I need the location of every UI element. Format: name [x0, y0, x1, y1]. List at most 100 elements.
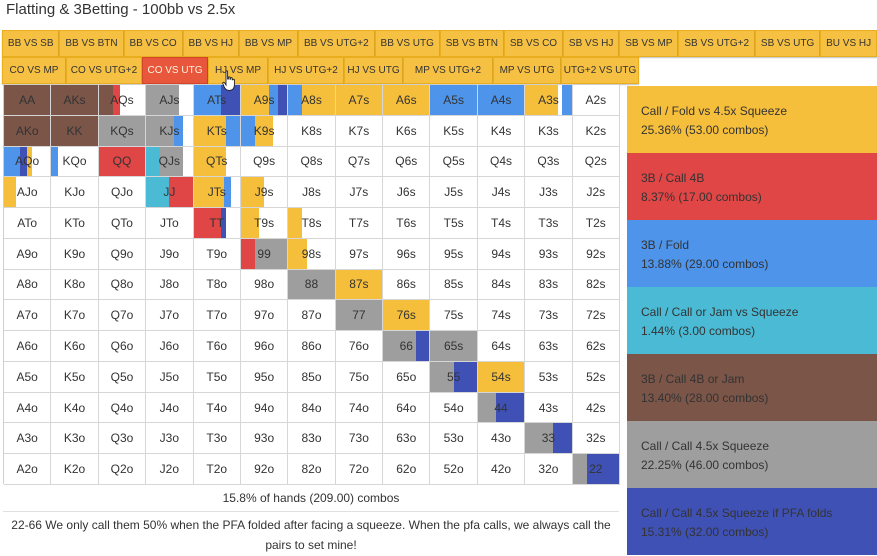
hand-cell-32s[interactable]: 32s	[572, 423, 620, 455]
tab-hj-vs-mp[interactable]: HJ VS MP	[208, 57, 268, 84]
hand-cell-74o[interactable]: 74o	[335, 392, 384, 424]
tab-hj-vs-utg[interactable]: HJ VS UTG	[344, 57, 403, 84]
hand-cell-qjs[interactable]: QJs	[146, 146, 194, 178]
hand-cell-j9o[interactable]: J9o	[146, 238, 194, 270]
hand-cell-j7o[interactable]: J7o	[146, 300, 194, 332]
hand-cell-63o[interactable]: 63o	[383, 423, 431, 455]
hand-cell-ajs[interactable]: AJs	[146, 85, 194, 116]
hand-cell-t2o[interactable]: T2o	[193, 454, 241, 485]
hand-cell-74s[interactable]: 74s	[477, 300, 526, 332]
hand-cell-k6o[interactable]: K6o	[51, 331, 99, 362]
hand-cell-t5o[interactable]: T5o	[193, 361, 241, 393]
tab-sb-vs-utg[interactable]: SB VS UTG	[755, 30, 821, 57]
hand-cell-k5o[interactable]: K5o	[51, 361, 99, 393]
hand-cell-tt[interactable]: TT	[193, 208, 241, 239]
hand-cell-42o[interactable]: 42o	[477, 454, 526, 485]
hand-cell-53s[interactable]: 53s	[525, 361, 573, 393]
hand-cell-aqo[interactable]: AQo	[4, 146, 52, 178]
hand-cell-a5o[interactable]: A5o	[4, 361, 52, 393]
hand-cell-83o[interactable]: 83o	[288, 423, 336, 455]
hand-cell-q7o[interactable]: Q7o	[98, 300, 147, 332]
hand-cell-87o[interactable]: 87o	[288, 300, 336, 332]
tab-co-vs-utg[interactable]: CO VS UTG	[142, 57, 208, 84]
hand-cell-94s[interactable]: 94s	[477, 238, 526, 270]
hand-cell-65s[interactable]: 65s	[430, 331, 478, 362]
hand-cell-73o[interactable]: 73o	[335, 423, 384, 455]
hand-cell-63s[interactable]: 63s	[525, 331, 573, 362]
hand-cell-96o[interactable]: 96o	[240, 331, 289, 362]
tab-utgplus2-vs-utg[interactable]: UTG+2 VS UTG	[561, 57, 639, 84]
hand-cell-97s[interactable]: 97s	[335, 238, 384, 270]
hand-cell-82s[interactable]: 82s	[572, 269, 620, 301]
hand-cell-94o[interactable]: 94o	[240, 392, 289, 424]
hand-cell-qjo[interactable]: QJo	[98, 177, 147, 209]
hand-cell-k7s[interactable]: K7s	[335, 115, 384, 147]
hand-cell-q3s[interactable]: Q3s	[525, 146, 573, 178]
tab-sb-vs-btn[interactable]: SB VS BTN	[439, 30, 504, 57]
hand-cell-92o[interactable]: 92o	[240, 454, 289, 485]
tab-bb-vs-co[interactable]: BB VS CO	[123, 30, 183, 57]
hand-cell-jj[interactable]: JJ	[146, 177, 194, 209]
hand-cell-t4o[interactable]: T4o	[193, 392, 241, 424]
tab-hj-vs-utgplus2[interactable]: HJ VS UTG+2	[268, 57, 344, 84]
hand-cell-82o[interactable]: 82o	[288, 454, 336, 485]
tab-bu-vs-hj[interactable]: BU VS HJ	[820, 30, 877, 57]
hand-cell-q3o[interactable]: Q3o	[98, 423, 147, 455]
hand-cell-95o[interactable]: 95o	[240, 361, 289, 393]
hand-cell-t4s[interactable]: T4s	[477, 208, 526, 239]
hand-cell-84s[interactable]: 84s	[477, 269, 526, 301]
hand-cell-t9s[interactable]: T9s	[240, 208, 289, 239]
hand-cell-98s[interactable]: 98s	[288, 238, 336, 270]
hand-cell-q2o[interactable]: Q2o	[98, 454, 147, 485]
hand-cell-ats[interactable]: ATs	[193, 85, 241, 116]
hand-cell-kjs[interactable]: KJs	[146, 115, 194, 147]
hand-cell-t9o[interactable]: T9o	[193, 238, 241, 270]
hand-cell-t2s[interactable]: T2s	[572, 208, 620, 239]
hand-cell-qq[interactable]: QQ	[98, 146, 147, 178]
hand-cell-a6o[interactable]: A6o	[4, 331, 52, 362]
hand-cell-t5s[interactable]: T5s	[430, 208, 478, 239]
hand-cell-a4s[interactable]: A4s	[477, 85, 526, 116]
hand-cell-a6s[interactable]: A6s	[383, 85, 431, 116]
hand-cell-j8o[interactable]: J8o	[146, 269, 194, 301]
hand-cell-kk[interactable]: KK	[51, 115, 99, 147]
hand-cell-83s[interactable]: 83s	[525, 269, 573, 301]
hand-cell-53o[interactable]: 53o	[430, 423, 478, 455]
hand-cell-k8o[interactable]: K8o	[51, 269, 99, 301]
hand-cell-t8s[interactable]: T8s	[288, 208, 336, 239]
tab-sb-vs-hj[interactable]: SB VS HJ	[563, 30, 620, 57]
hand-cell-32o[interactable]: 32o	[525, 454, 573, 485]
hand-cell-62o[interactable]: 62o	[383, 454, 431, 485]
hand-cell-65o[interactable]: 65o	[383, 361, 431, 393]
hand-cell-q4s[interactable]: Q4s	[477, 146, 526, 178]
tab-sb-vs-utgplus2[interactable]: SB VS UTG+2	[678, 30, 755, 57]
hand-cell-97o[interactable]: 97o	[240, 300, 289, 332]
hand-cell-kqs[interactable]: KQs	[98, 115, 147, 147]
hand-cell-j6s[interactable]: J6s	[383, 177, 431, 209]
hand-cell-72o[interactable]: 72o	[335, 454, 384, 485]
hand-cell-93o[interactable]: 93o	[240, 423, 289, 455]
hand-cell-85o[interactable]: 85o	[288, 361, 336, 393]
hand-cell-86s[interactable]: 86s	[383, 269, 431, 301]
hand-cell-99[interactable]: 99	[240, 238, 289, 270]
hand-cell-22[interactable]: 22	[572, 454, 620, 485]
hand-cell-q5o[interactable]: Q5o	[98, 361, 147, 393]
hand-cell-k5s[interactable]: K5s	[430, 115, 478, 147]
hand-cell-j9s[interactable]: J9s	[240, 177, 289, 209]
hand-cell-kts[interactable]: KTs	[193, 115, 241, 147]
hand-cell-54s[interactable]: 54s	[477, 361, 526, 393]
hand-cell-ajo[interactable]: AJo	[4, 177, 52, 209]
hand-cell-k2s[interactable]: K2s	[572, 115, 620, 147]
tab-co-vs-utgplus2[interactable]: CO VS UTG+2	[66, 57, 142, 84]
hand-cell-q8s[interactable]: Q8s	[288, 146, 336, 178]
hand-cell-aa[interactable]: AA	[4, 85, 52, 116]
hand-cell-j4s[interactable]: J4s	[477, 177, 526, 209]
hand-cell-q2s[interactable]: Q2s	[572, 146, 620, 178]
hand-cell-43o[interactable]: 43o	[477, 423, 526, 455]
hand-cell-qto[interactable]: QTo	[98, 208, 147, 239]
hand-cell-j3o[interactable]: J3o	[146, 423, 194, 455]
hand-cell-k9o[interactable]: K9o	[51, 238, 99, 270]
hand-cell-96s[interactable]: 96s	[383, 238, 431, 270]
hand-cell-75s[interactable]: 75s	[430, 300, 478, 332]
hand-cell-j4o[interactable]: J4o	[146, 392, 194, 424]
